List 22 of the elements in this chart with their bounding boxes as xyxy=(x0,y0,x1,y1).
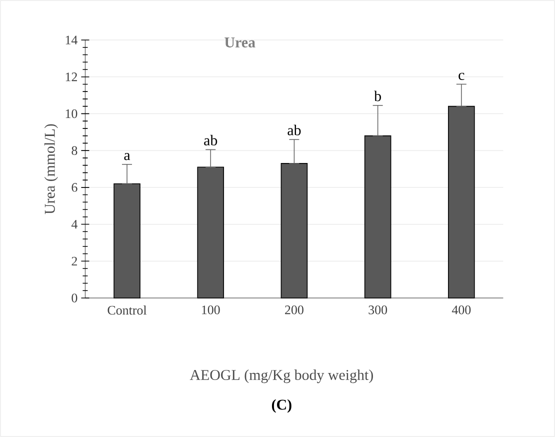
x-tick-label: 400 xyxy=(452,306,471,314)
annotation: ab xyxy=(204,134,218,146)
y-tick-label: 10 xyxy=(66,109,78,118)
y-tick-label: 14 xyxy=(66,36,78,44)
annotation: ab xyxy=(288,124,301,136)
x-axis-title: AEOGL (mg/Kg body weight) xyxy=(190,370,373,384)
y-tick-label: 2 xyxy=(72,256,77,266)
annotation: b xyxy=(374,90,381,102)
annotation: c xyxy=(458,72,464,80)
text: (C) xyxy=(272,399,292,413)
chart-title: Urea xyxy=(224,38,256,48)
y-tick-label: 0 xyxy=(72,294,78,302)
x-tick-label: 100 xyxy=(202,306,220,314)
annotation: a xyxy=(124,153,130,160)
y-axis-title: Urea (mmol/L) xyxy=(44,124,58,214)
x-tick-label: 200 xyxy=(285,306,304,314)
y-tick-label: 12 xyxy=(66,72,77,82)
y-tick-label: 6 xyxy=(72,183,78,192)
x-tick-label: Control xyxy=(108,306,147,315)
y-tick-label: 8 xyxy=(72,146,78,155)
x-tick-label: 300 xyxy=(368,306,388,314)
y-tick-label: 4 xyxy=(71,220,78,229)
